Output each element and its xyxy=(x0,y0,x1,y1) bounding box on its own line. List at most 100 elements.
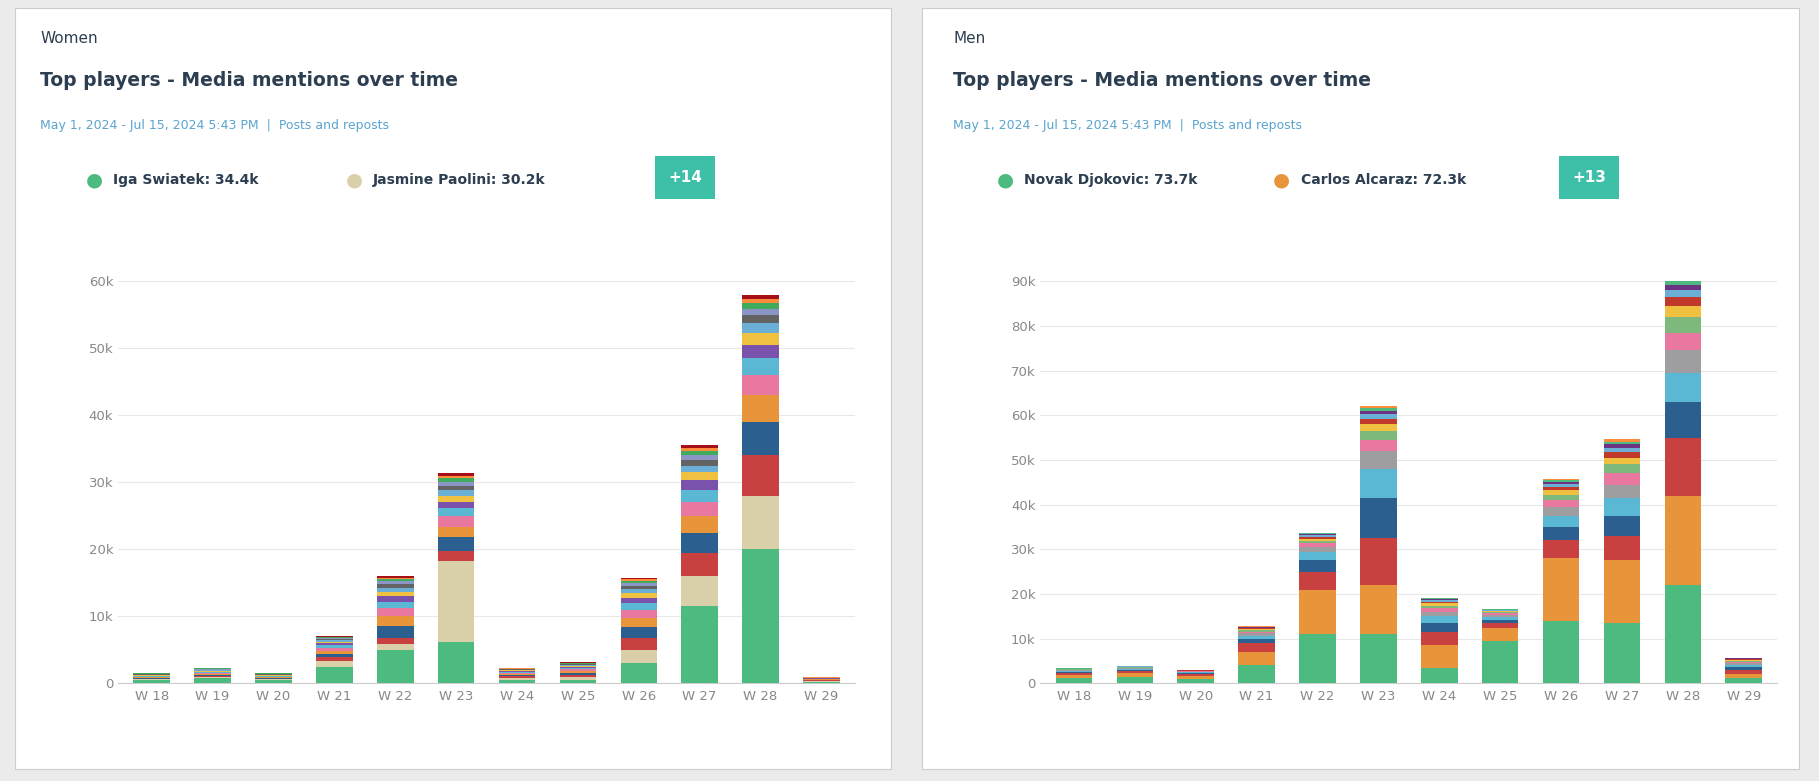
Bar xyxy=(498,675,535,676)
Bar xyxy=(742,358,779,375)
Bar xyxy=(255,680,291,683)
Bar xyxy=(438,527,475,537)
Bar xyxy=(1361,440,1397,451)
Bar xyxy=(1055,678,1091,683)
Bar xyxy=(1604,473,1641,484)
Bar xyxy=(620,597,657,603)
Bar xyxy=(498,678,535,680)
Bar xyxy=(682,490,719,502)
Bar xyxy=(1421,604,1457,605)
Bar xyxy=(1177,679,1213,683)
Bar xyxy=(742,303,779,308)
Text: Jasmine Paolini: 30.2k: Jasmine Paolini: 30.2k xyxy=(373,173,546,187)
Bar xyxy=(560,673,597,675)
Bar xyxy=(1055,673,1091,675)
Bar xyxy=(317,667,353,683)
Bar xyxy=(377,587,413,591)
Bar xyxy=(742,455,779,496)
Bar xyxy=(682,448,719,451)
Bar xyxy=(1604,448,1641,452)
Text: ●: ● xyxy=(997,170,1013,189)
Bar xyxy=(1055,675,1091,678)
Bar xyxy=(438,516,475,527)
Bar xyxy=(1239,630,1275,632)
Bar xyxy=(1239,633,1275,636)
Bar xyxy=(1543,507,1579,515)
Bar xyxy=(1421,601,1457,604)
Bar xyxy=(1664,317,1701,333)
Text: ●: ● xyxy=(85,170,102,189)
Bar xyxy=(1421,632,1457,645)
Bar xyxy=(620,580,657,581)
Bar xyxy=(620,650,657,663)
Bar xyxy=(1239,636,1275,639)
Text: +13: +13 xyxy=(1572,170,1606,185)
Bar xyxy=(377,596,413,601)
Bar xyxy=(1299,547,1335,552)
Bar xyxy=(1117,671,1153,673)
Bar xyxy=(1726,673,1763,678)
Bar xyxy=(682,445,719,448)
Bar xyxy=(682,465,719,473)
Bar xyxy=(133,680,169,683)
Bar xyxy=(1726,661,1763,662)
Bar xyxy=(317,638,353,640)
Bar xyxy=(560,680,597,683)
Bar xyxy=(682,553,719,576)
Text: Carlos Alcaraz: 72.3k: Carlos Alcaraz: 72.3k xyxy=(1301,173,1466,187)
Bar xyxy=(1239,639,1275,644)
Bar xyxy=(1361,585,1397,634)
Bar xyxy=(1604,444,1641,448)
Bar xyxy=(1664,496,1701,585)
Bar xyxy=(742,496,779,549)
Bar xyxy=(742,345,779,358)
Bar xyxy=(1361,415,1397,419)
Bar xyxy=(682,502,719,515)
Bar xyxy=(317,642,353,644)
Bar xyxy=(1361,419,1397,424)
Bar xyxy=(1604,484,1641,498)
Bar xyxy=(1604,440,1641,441)
Bar xyxy=(498,672,535,674)
Bar xyxy=(560,666,597,667)
Bar xyxy=(1604,498,1641,515)
Bar xyxy=(682,460,719,465)
Bar xyxy=(1421,616,1457,623)
Bar xyxy=(438,496,475,501)
Bar xyxy=(1543,487,1579,490)
Bar xyxy=(1543,527,1579,540)
Bar xyxy=(317,646,353,648)
Bar xyxy=(1361,424,1397,431)
Text: ●: ● xyxy=(1273,170,1290,189)
Text: +14: +14 xyxy=(668,170,702,185)
Bar xyxy=(1299,540,1335,544)
Bar xyxy=(620,578,657,580)
Bar xyxy=(1726,678,1763,683)
Bar xyxy=(1482,615,1519,617)
Bar xyxy=(1482,613,1519,615)
Bar xyxy=(620,593,657,597)
Text: ●: ● xyxy=(346,170,362,189)
Bar xyxy=(742,549,779,683)
Bar xyxy=(1482,641,1519,683)
Bar xyxy=(1299,590,1335,634)
Bar xyxy=(195,675,231,676)
Bar xyxy=(1482,620,1519,623)
Bar xyxy=(1726,667,1763,670)
Bar xyxy=(195,674,231,675)
Bar xyxy=(1361,634,1397,683)
Bar xyxy=(377,626,413,638)
Bar xyxy=(377,616,413,626)
Bar xyxy=(1361,431,1397,440)
Bar xyxy=(1239,628,1275,629)
Bar xyxy=(1361,408,1397,411)
Bar xyxy=(1239,665,1275,683)
Bar xyxy=(742,323,779,333)
Bar xyxy=(1726,662,1763,663)
Bar xyxy=(195,676,231,678)
Bar xyxy=(377,582,413,584)
Bar xyxy=(560,665,597,666)
Bar xyxy=(1361,406,1397,408)
Bar xyxy=(1177,676,1213,679)
Text: Iga Swiatek: 34.4k: Iga Swiatek: 34.4k xyxy=(113,173,258,187)
